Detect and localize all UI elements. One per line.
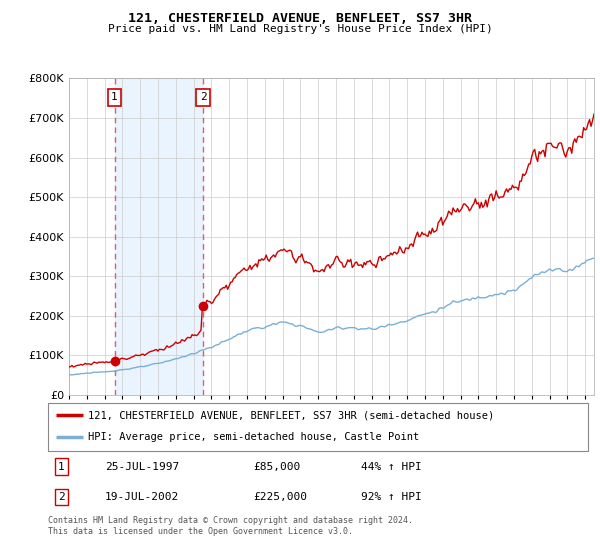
Text: HPI: Average price, semi-detached house, Castle Point: HPI: Average price, semi-detached house,… — [89, 432, 420, 442]
Text: 2: 2 — [58, 492, 65, 502]
Text: Price paid vs. HM Land Registry's House Price Index (HPI): Price paid vs. HM Land Registry's House … — [107, 24, 493, 34]
Text: 2: 2 — [200, 92, 206, 102]
Text: £225,000: £225,000 — [253, 492, 307, 502]
FancyBboxPatch shape — [48, 403, 588, 451]
Text: 121, CHESTERFIELD AVENUE, BENFLEET, SS7 3HR (semi-detached house): 121, CHESTERFIELD AVENUE, BENFLEET, SS7 … — [89, 410, 495, 420]
Text: Contains HM Land Registry data © Crown copyright and database right 2024.
This d: Contains HM Land Registry data © Crown c… — [48, 516, 413, 536]
Text: £85,000: £85,000 — [253, 461, 301, 472]
Text: 19-JUL-2002: 19-JUL-2002 — [104, 492, 179, 502]
Text: 44% ↑ HPI: 44% ↑ HPI — [361, 461, 422, 472]
Bar — [115, 78, 203, 395]
Text: 25-JUL-1997: 25-JUL-1997 — [104, 461, 179, 472]
Text: 92% ↑ HPI: 92% ↑ HPI — [361, 492, 422, 502]
Text: 1: 1 — [111, 92, 118, 102]
Text: 121, CHESTERFIELD AVENUE, BENFLEET, SS7 3HR: 121, CHESTERFIELD AVENUE, BENFLEET, SS7 … — [128, 12, 472, 25]
Text: 1: 1 — [58, 461, 65, 472]
